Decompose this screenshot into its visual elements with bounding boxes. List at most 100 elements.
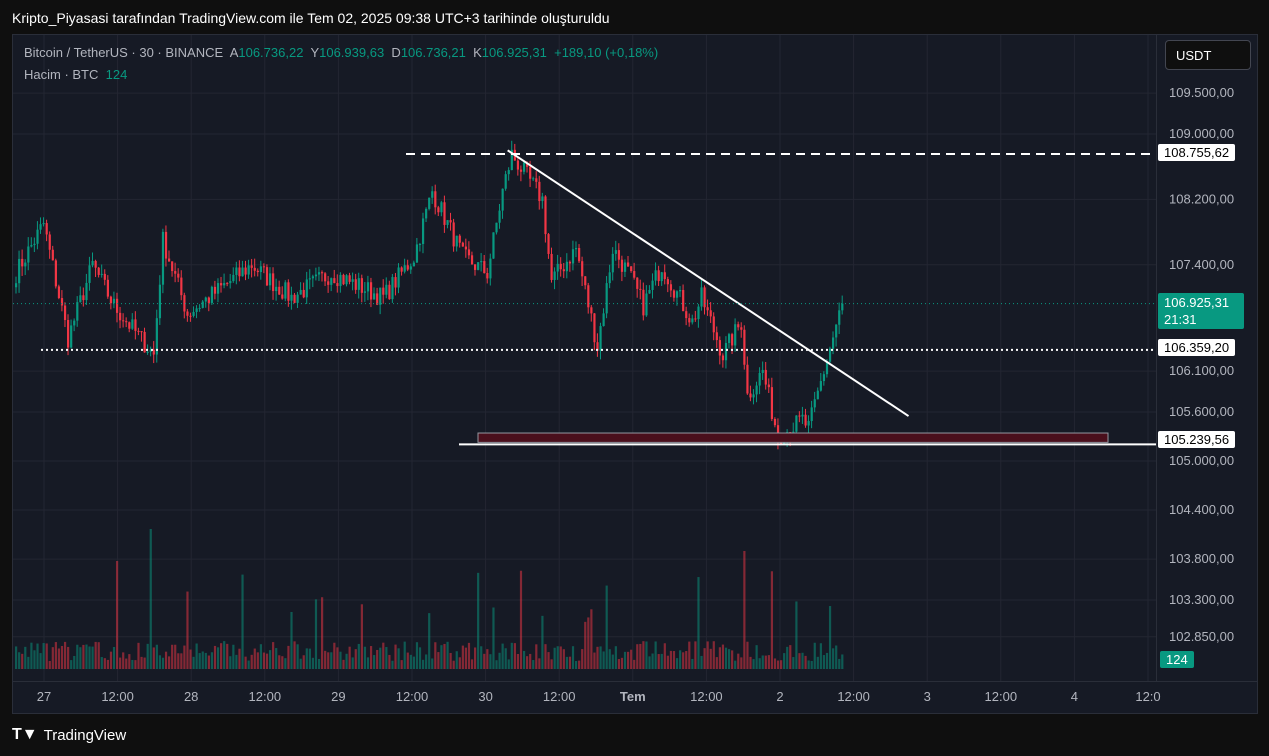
candle-body xyxy=(109,296,113,304)
time-tick: 12:00 xyxy=(101,689,134,704)
volume-bar xyxy=(614,646,617,669)
volume-bar xyxy=(278,655,281,669)
candle-body xyxy=(259,266,262,273)
candle-body xyxy=(801,414,804,417)
volume-bar xyxy=(412,656,415,669)
volume-bar xyxy=(115,561,119,669)
volume-bar xyxy=(440,645,443,669)
volume-bar xyxy=(737,653,740,669)
change-value: +189,10 (+0,18%) xyxy=(554,45,659,60)
candle-body xyxy=(391,277,394,300)
candle-body xyxy=(813,399,816,408)
candle-body xyxy=(357,278,360,290)
volume-bar xyxy=(731,650,734,669)
candle-body xyxy=(186,311,189,316)
volume-bar xyxy=(526,656,529,669)
volume-bar xyxy=(76,644,79,669)
candle-body xyxy=(125,321,128,323)
candle-body xyxy=(627,262,630,267)
time-tick: 2 xyxy=(776,689,783,704)
candle-body xyxy=(697,306,700,320)
candle-body xyxy=(724,342,728,361)
candle-body xyxy=(565,261,568,272)
candle-body xyxy=(614,250,617,254)
page-title: Kripto_Piyasasi tarafından TradingView.c… xyxy=(12,10,610,26)
candle-body xyxy=(210,286,214,303)
symbol-label[interactable]: Bitcoin / TetherUS · 30 · BINANCE xyxy=(24,45,224,60)
candle-body xyxy=(522,162,526,172)
currency-button[interactable]: USDT xyxy=(1165,40,1251,70)
candle-body xyxy=(816,390,819,400)
candle-body xyxy=(317,272,321,275)
volume-bar xyxy=(198,653,201,669)
volume-bar xyxy=(682,652,685,669)
candle-body xyxy=(207,297,210,303)
candle-body xyxy=(455,235,458,247)
candle-body xyxy=(305,279,308,298)
volume-bar xyxy=(565,656,568,669)
volume-bar xyxy=(489,654,492,669)
volume-bar xyxy=(342,659,345,669)
volume-bar xyxy=(244,656,247,669)
candle-body xyxy=(275,286,278,292)
volume-bar xyxy=(216,647,220,669)
volume-bar xyxy=(510,642,513,669)
candle-body xyxy=(547,234,550,254)
volume-bar xyxy=(810,660,813,669)
candle-body xyxy=(155,318,158,355)
candle-body xyxy=(489,258,492,279)
candle-body xyxy=(241,267,244,277)
volume-bar xyxy=(391,660,394,669)
candle-body xyxy=(428,197,431,209)
candle-body xyxy=(388,284,391,300)
volume-bar xyxy=(532,660,535,669)
volume-bar xyxy=(770,571,774,669)
candle-body xyxy=(691,318,694,323)
candle-body xyxy=(232,274,235,282)
volume-bar xyxy=(535,644,538,669)
candle-body xyxy=(727,334,731,343)
volume-bar xyxy=(483,653,486,669)
price-tick: 109.000,00 xyxy=(1169,126,1234,141)
volume-bar xyxy=(822,655,826,669)
volume-bar xyxy=(82,644,85,669)
candle-body xyxy=(293,294,296,303)
candle-body xyxy=(467,249,471,256)
candle-body xyxy=(562,269,565,272)
candle-body xyxy=(749,393,752,398)
candle-body xyxy=(841,303,844,311)
dotted-level-tag: 106.359,20 xyxy=(1158,339,1236,356)
volume-bar xyxy=(620,657,624,669)
candle-body xyxy=(706,307,709,311)
volume-bar xyxy=(91,646,94,669)
volume-bar xyxy=(302,655,305,669)
volume-bar xyxy=(259,644,262,669)
chart-canvas[interactable]: 109.500,00 109.000,00 108.200,00 107.400,00… xyxy=(13,35,1257,713)
candle-body xyxy=(636,277,639,289)
volume-bar xyxy=(761,655,764,669)
volume-label[interactable]: Hacim · BTC xyxy=(24,67,99,82)
volume-bar xyxy=(409,654,412,669)
candle-body xyxy=(63,305,67,321)
volume-bar xyxy=(15,646,18,669)
candle-body xyxy=(152,349,155,355)
volume-bar xyxy=(645,641,648,669)
candle-body xyxy=(758,372,761,386)
candle-body xyxy=(100,273,103,275)
volume-bar xyxy=(73,655,76,669)
candle-body xyxy=(183,295,186,312)
volume-bar xyxy=(223,641,226,669)
volume-bar xyxy=(403,641,406,669)
chart-area[interactable]: 109.500,00 109.000,00 108.200,00 107.400,00… xyxy=(12,34,1258,714)
candle-body xyxy=(746,364,749,394)
volume-bar xyxy=(498,652,501,669)
candle-body xyxy=(88,265,91,283)
volume-bar xyxy=(431,658,434,669)
tradingview-logo[interactable]: T▼ TradingView xyxy=(12,726,126,744)
candle-body xyxy=(311,276,315,279)
candle-body xyxy=(348,275,351,282)
candle-body xyxy=(164,231,168,259)
volume-bar xyxy=(464,647,468,669)
time-tick: 12:00 xyxy=(690,689,723,704)
candle-body xyxy=(369,282,373,300)
